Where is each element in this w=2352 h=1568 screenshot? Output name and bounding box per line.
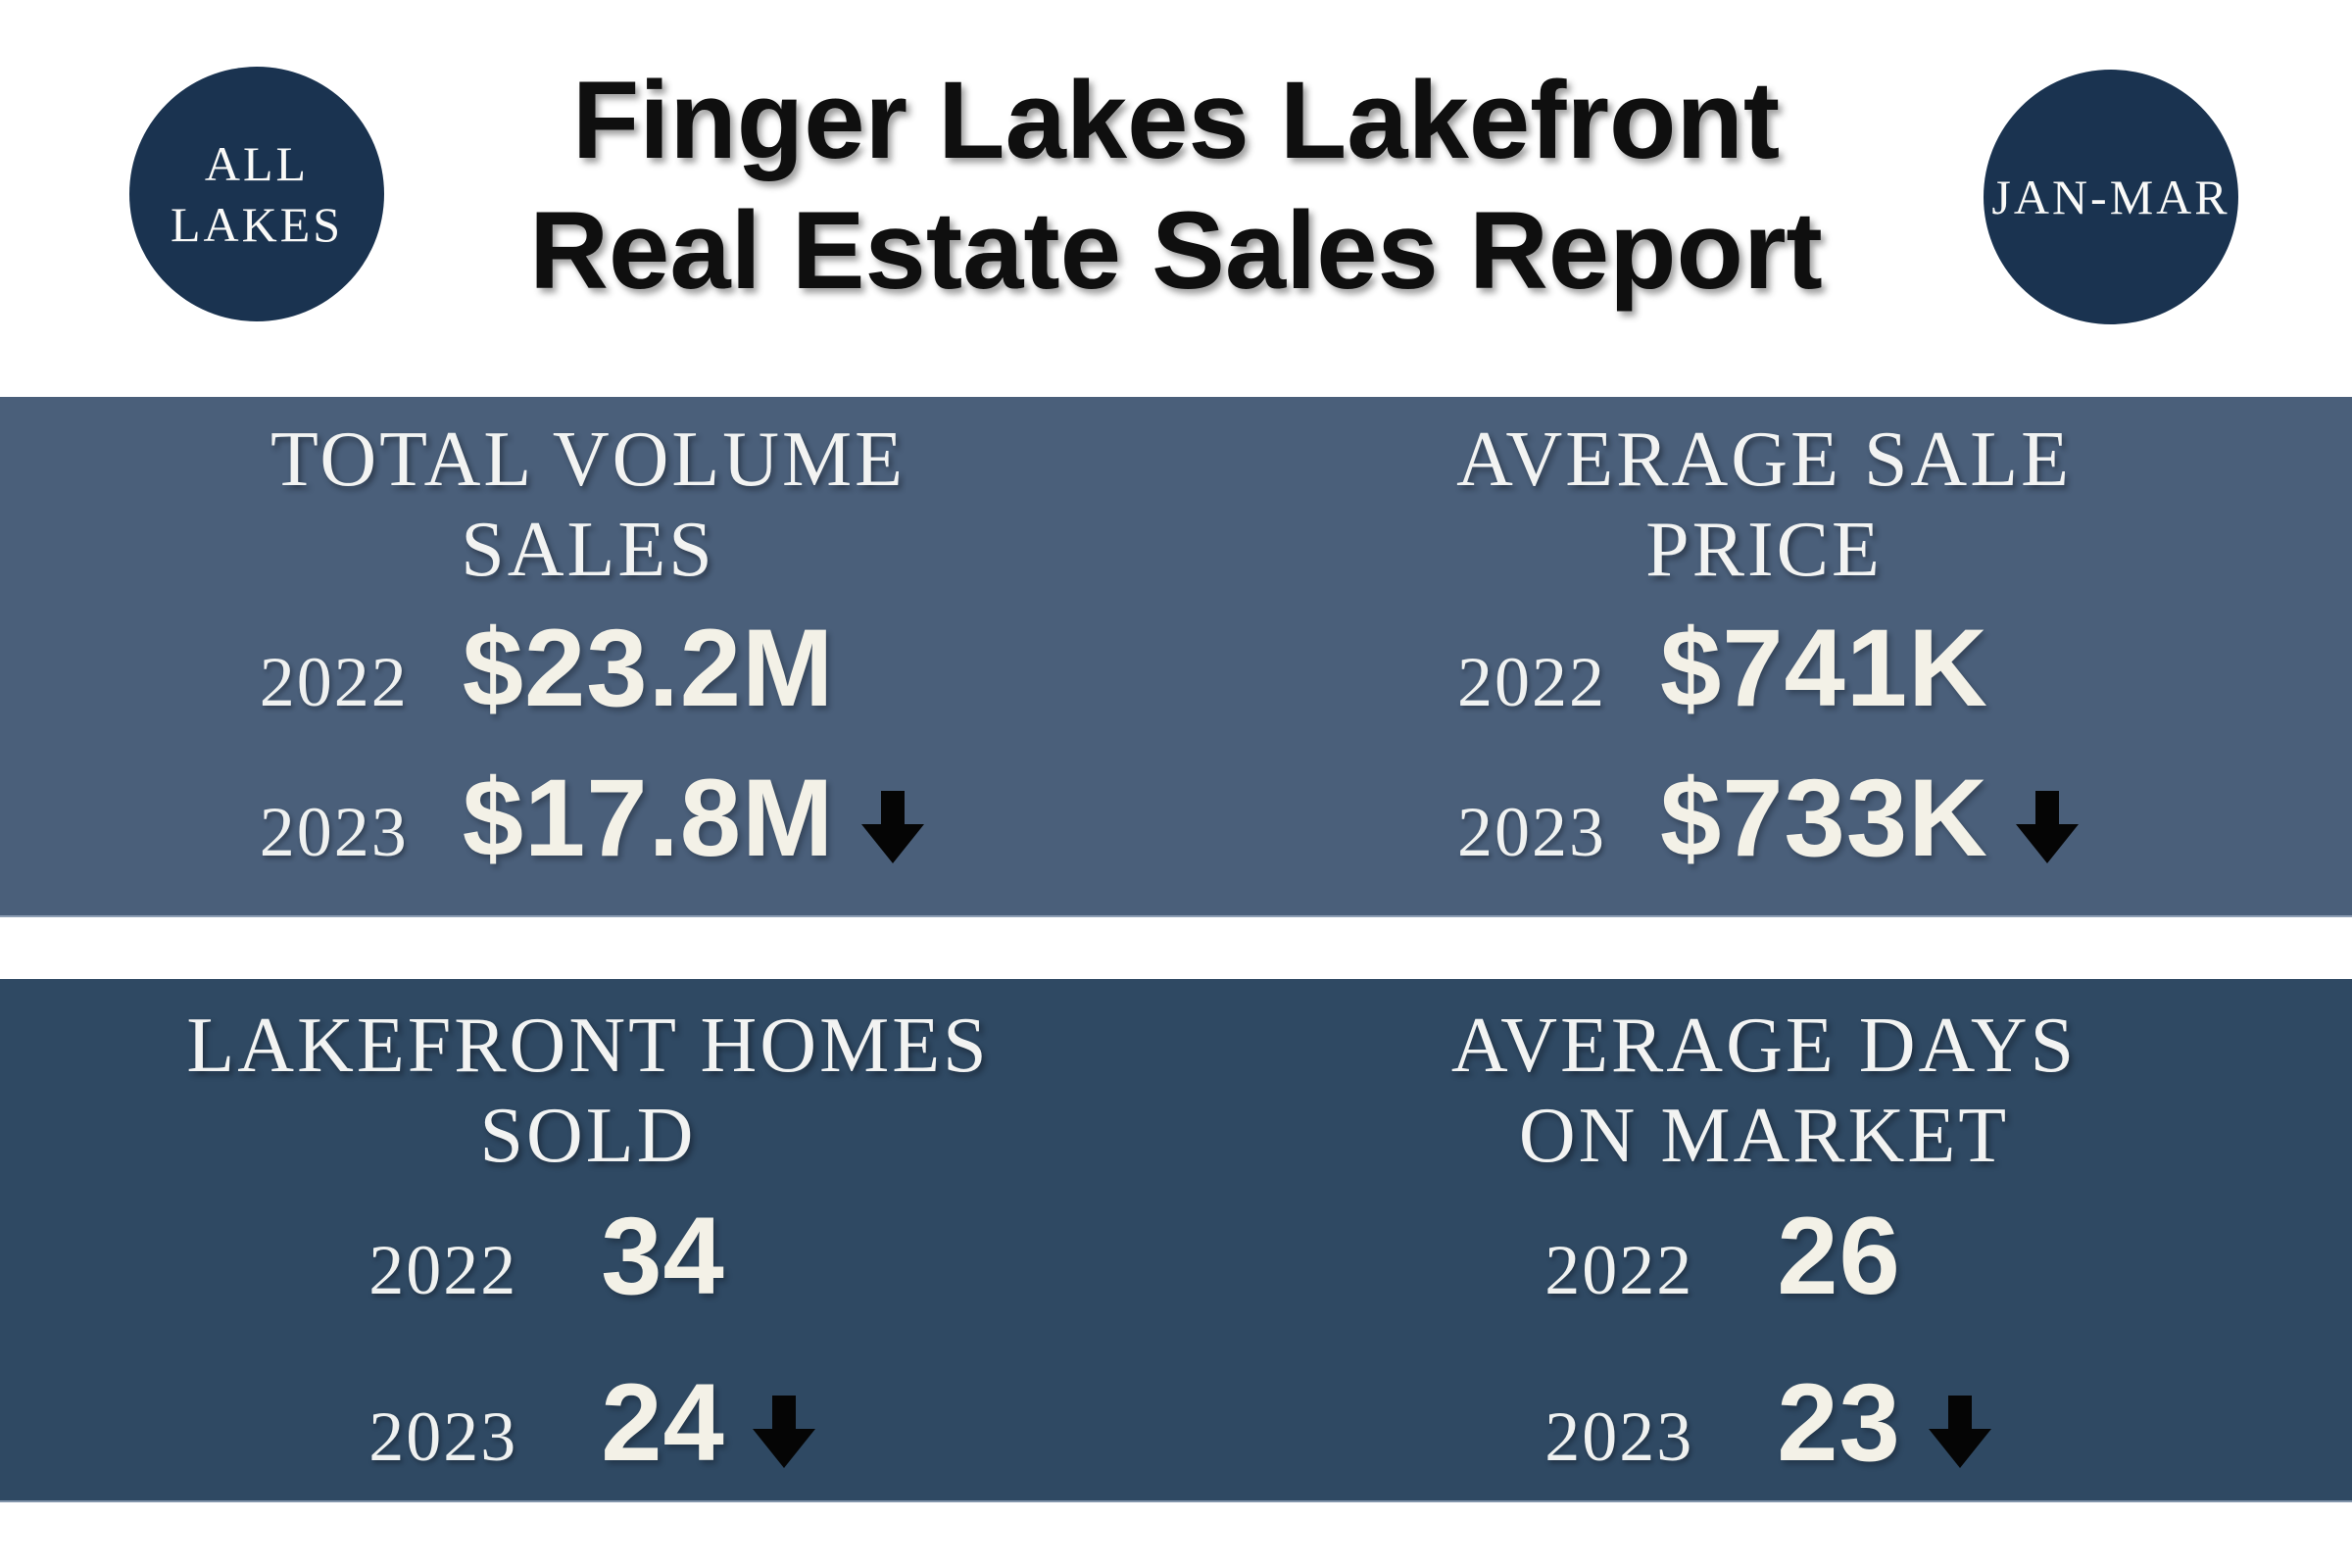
stat-title-line: ON MARKET (1518, 1093, 2010, 1179)
down-arrow-icon (752, 1396, 815, 1468)
stats-band-top: TOTAL VOLUME SALES 2022 $23.2M 2023 $17.… (0, 397, 2352, 917)
stat-row-2022: 2022 26 (1537, 1191, 1901, 1336)
stat-rows: 2022 $23.2M 2023 $17.8M (252, 603, 925, 898)
year-label: 2023 (1544, 1397, 1694, 1476)
down-arrow-icon (1928, 1396, 1991, 1468)
year-label: 2023 (1456, 793, 1606, 871)
year-label: 2023 (368, 1397, 518, 1476)
stat-title-average-days-on-market: AVERAGE DAYS ON MARKET (1451, 1001, 2077, 1181)
stat-value: 34 (601, 1195, 725, 1317)
stat-value: $741K (1659, 607, 1989, 729)
stat-value: 26 (1777, 1195, 1901, 1317)
down-arrow-icon (861, 791, 925, 863)
stat-row-2022: 2022 $741K (1449, 603, 1988, 748)
stat-row-2022: 2022 $23.2M (252, 603, 835, 748)
year-label: 2022 (259, 643, 409, 721)
stat-title-average-sale-price: AVERAGE SALE PRICE (1456, 415, 2072, 595)
year-label: 2022 (368, 1231, 518, 1309)
badge-all-lakes-line2: LAKES (170, 197, 344, 252)
year-label: 2023 (259, 793, 409, 871)
stat-average-days-on-market: AVERAGE DAYS ON MARKET 2022 26 2023 23 (1176, 979, 2352, 1502)
stat-value: $733K (1659, 757, 1989, 879)
stat-row-2023: 2023 24 (361, 1357, 815, 1502)
stats-band-bottom: LAKEFRONT HOMES SOLD 2022 34 2023 24 AVE… (0, 979, 2352, 1502)
year-label: 2022 (1456, 643, 1606, 721)
stat-title-total-volume-sales: TOTAL VOLUME SALES (270, 415, 906, 595)
stat-row-2022: 2022 34 (361, 1191, 725, 1336)
stat-rows: 2022 $741K 2023 $733K (1449, 603, 2080, 898)
page-title-line1: Finger Lakes Lakefront (571, 59, 1781, 181)
stat-rows: 2022 34 2023 24 (361, 1191, 815, 1502)
stat-title-line: SOLD (479, 1093, 697, 1179)
stat-title-line: AVERAGE DAYS (1450, 1003, 2078, 1089)
stat-title-line: PRICE (1645, 507, 1883, 593)
stat-value: $23.2M (462, 607, 835, 729)
stat-value: 23 (1777, 1361, 1901, 1484)
stat-value: $17.8M (462, 757, 835, 879)
stat-lakefront-homes-sold: LAKEFRONT HOMES SOLD 2022 34 2023 24 (0, 979, 1176, 1502)
year-label: 2022 (1544, 1231, 1694, 1309)
badge-all-lakes: ALL LAKES (129, 67, 384, 321)
stat-row-2023: 2023 $17.8M (252, 753, 925, 898)
down-arrow-icon (2016, 791, 2080, 863)
stat-total-volume-sales: TOTAL VOLUME SALES 2022 $23.2M 2023 $17.… (0, 397, 1176, 915)
stat-title-line: LAKEFRONT HOMES (186, 1003, 990, 1089)
stat-value: 24 (601, 1361, 725, 1484)
badge-all-lakes-line1: ALL (204, 136, 310, 191)
page-title-line2: Real Estate Sales Report (529, 189, 1823, 312)
stat-rows: 2022 26 2023 23 (1537, 1191, 1991, 1502)
stat-title-lakefront-homes-sold: LAKEFRONT HOMES SOLD (186, 1001, 989, 1181)
stat-title-line: SALES (461, 507, 715, 593)
stat-row-2023: 2023 $733K (1449, 753, 2080, 898)
badge-jan-mar-label: JAN-MAR (1991, 170, 2230, 224)
stat-title-line: TOTAL VOLUME (270, 416, 906, 503)
page-title: Finger Lakes Lakefront Real Estate Sales… (0, 55, 2352, 316)
badge-jan-mar: JAN-MAR (1984, 70, 2238, 324)
stat-average-sale-price: AVERAGE SALE PRICE 2022 $741K 2023 $733K (1176, 397, 2352, 915)
stat-row-2023: 2023 23 (1537, 1357, 1991, 1502)
stat-title-line: AVERAGE SALE (1456, 416, 2072, 503)
